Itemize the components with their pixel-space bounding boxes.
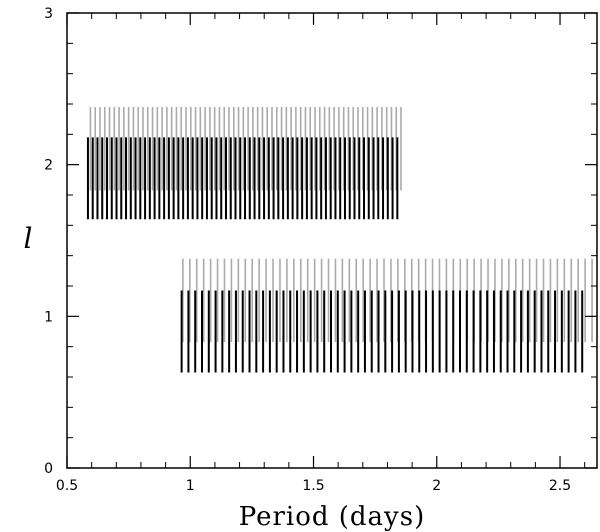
axis-ticks: 0.5 1 1.5 2 2.5 0 1 2 3 — [44, 6, 597, 494]
y-tick-label: 3 — [44, 6, 53, 22]
series-l1-gray — [182, 258, 593, 343]
y-tick-label: 0 — [44, 461, 53, 477]
series-l2-gray — [89, 107, 402, 191]
chart-marks — [86, 107, 593, 373]
x-tick-label: 0.5 — [56, 478, 78, 494]
series-l1-black — [180, 290, 584, 373]
y-axis-title: l — [24, 222, 33, 255]
x-tick-label: 1 — [186, 478, 195, 494]
y-tick-label: 1 — [44, 309, 53, 325]
x-tick-label: 2 — [432, 478, 441, 494]
x-tick-label: 2.5 — [549, 478, 571, 494]
y-tick-label: 2 — [44, 158, 53, 174]
plot-frame — [66, 12, 598, 469]
x-tick-label: 1.5 — [302, 478, 324, 494]
x-axis-title: Period (days) — [239, 502, 425, 532]
series-l2-black — [86, 137, 399, 220]
